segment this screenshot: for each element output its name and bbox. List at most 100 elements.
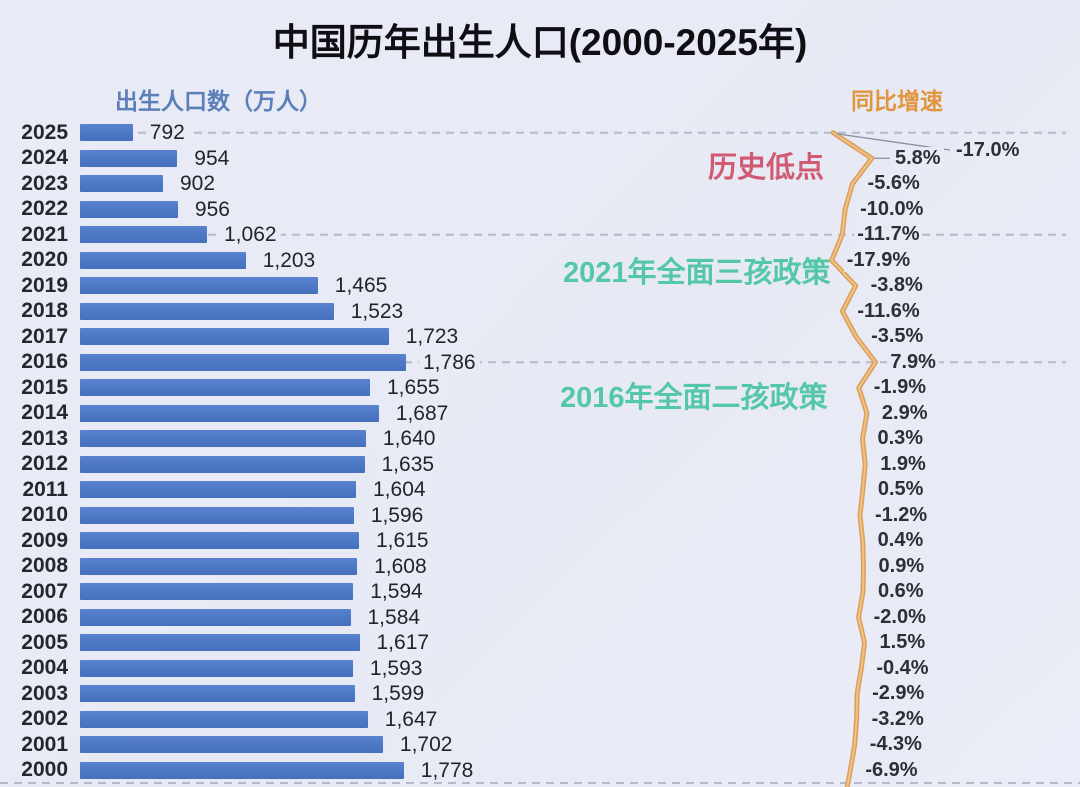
bar-value-label: 1,062: [220, 223, 281, 247]
year-label: 2005: [21, 630, 68, 654]
year-label: 2020: [21, 248, 68, 272]
year-label: 2006: [21, 605, 68, 629]
year-label: 2007: [21, 579, 68, 603]
year-label: 2014: [21, 401, 68, 425]
bar-value-label: 1,599: [367, 682, 429, 706]
chart-row-2018: 2018 1,523: [0, 299, 1080, 325]
bar-value-label: 1,608: [370, 554, 431, 578]
year-label: 2019: [21, 273, 68, 297]
birth-bar: [80, 277, 318, 295]
birth-bar: [80, 583, 354, 601]
chart-row-2002: 2002 1,647: [0, 707, 1080, 733]
chart-row-2024: 2024 954: [0, 146, 1080, 172]
policy-2016-annotation: 2016年全面二孩政策: [560, 382, 828, 414]
birth-bar: [80, 379, 370, 397]
bar-value-label: 1,778: [416, 758, 478, 782]
birth-bar: [80, 710, 368, 728]
bar-value-label: 1,596: [366, 503, 428, 527]
bar-value-label: 1,687: [391, 401, 453, 425]
bar-value-label: 1,594: [366, 580, 427, 604]
chart-row-2022: 2022 956: [0, 197, 1080, 223]
year-label: 2004: [21, 656, 68, 680]
year-label: 2025: [21, 120, 68, 144]
bar-value-label: 1,523: [346, 299, 408, 323]
bar-series-label: 出生人口数（万人）: [115, 88, 322, 114]
birth-bar: [80, 481, 356, 499]
bar-value-label: 1,593: [365, 656, 427, 680]
birth-bar: [80, 124, 133, 142]
bar-rows: 2025 792 2024 954 2023 902 2022 956 2021 1,062 202…: [0, 120, 1080, 783]
chart-row-2023: 2023 902: [0, 171, 1080, 197]
year-label: 2016: [21, 350, 68, 374]
chart-row-2015: 2015 1,655: [0, 375, 1080, 401]
bar-value-label: 792: [145, 121, 189, 145]
chart-row-2021: 2021 1,062: [0, 222, 1080, 248]
bar-value-label: 902: [176, 172, 220, 196]
year-label: 2013: [21, 426, 68, 450]
year-label: 2022: [21, 197, 68, 221]
bar-value-label: 1,465: [330, 274, 392, 298]
bar-value-label: 1,635: [377, 452, 439, 476]
bar-value-label: 956: [190, 197, 234, 221]
year-label: 2011: [22, 477, 68, 501]
bar-value-label: 1,615: [372, 529, 433, 553]
birth-bar: [80, 149, 178, 167]
chart-row-2010: 2010 1,596: [0, 503, 1080, 529]
bar-value-label: 1,702: [395, 733, 457, 757]
year-label: 2009: [21, 528, 68, 552]
birth-bar: [80, 659, 353, 677]
birth-bar: [80, 455, 365, 473]
year-label: 2018: [21, 299, 68, 323]
year-label: 2012: [21, 452, 68, 476]
bar-value-label: 1,647: [380, 707, 442, 731]
birth-bar: [80, 736, 383, 754]
bar-value-label: 954: [190, 146, 234, 170]
year-label: 2000: [21, 758, 68, 782]
chart-row-2004: 2004 1,593: [0, 656, 1080, 682]
birth-bar: [80, 761, 404, 779]
chart-row-2000: 2000 1,778: [0, 758, 1080, 784]
year-label: 2021: [21, 222, 68, 246]
year-label: 2001: [21, 732, 68, 756]
birth-bar: [80, 226, 207, 244]
chart-row-2020: 2020 1,203: [0, 248, 1080, 274]
chart-title: 中国历年出生人口(2000-2025年): [272, 22, 808, 63]
chart-row-2019: 2019 1,465: [0, 273, 1080, 299]
bar-value-label: 1,786: [419, 350, 480, 374]
bar-value-label: 1,584: [363, 605, 425, 629]
bar-value-label: 1,655: [383, 376, 444, 400]
year-label: 2003: [21, 681, 68, 705]
birth-bar: [80, 328, 389, 346]
policy-2021-annotation: 2021年全面三孩政策: [563, 257, 831, 289]
year-label: 2017: [21, 324, 68, 348]
chart-row-2025: 2025 792: [0, 120, 1080, 146]
bar-value-label: 1,617: [372, 631, 434, 655]
birth-bar: [80, 634, 360, 652]
historic-low-annotation: 历史低点: [708, 152, 825, 184]
chart-row-2013: 2013 1,640: [0, 426, 1080, 452]
bar-value-label: 1,640: [378, 427, 440, 451]
birth-bar: [80, 430, 366, 448]
birth-bar: [80, 506, 354, 524]
birth-bar: [80, 200, 178, 218]
birth-bar: [80, 175, 163, 193]
bar-value-label: 1,203: [258, 248, 320, 272]
bar-value-label: 1,723: [401, 325, 463, 349]
chart-row-2008: 2008 1,608: [0, 554, 1080, 580]
birth-bar: [80, 532, 359, 550]
chart-row-2006: 2006 1,584: [0, 605, 1080, 631]
birth-bar: [80, 404, 379, 422]
chart-row-2014: 2014 1,687: [0, 401, 1080, 427]
bar-value-label: 1,604: [369, 478, 430, 502]
chart-row-2016: 2016 1,786: [0, 350, 1080, 376]
chart-row-2009: 2009 1,615: [0, 528, 1080, 554]
year-label: 2024: [21, 146, 68, 170]
chart-row-2001: 2001 1,702: [0, 732, 1080, 758]
birth-bar: [80, 608, 351, 626]
line-series-label: 同比增速: [851, 88, 943, 114]
year-label: 2023: [21, 171, 68, 195]
chart-row-2005: 2005 1,617: [0, 630, 1080, 656]
birth-bar: [80, 251, 246, 269]
year-label: 2008: [21, 554, 68, 578]
